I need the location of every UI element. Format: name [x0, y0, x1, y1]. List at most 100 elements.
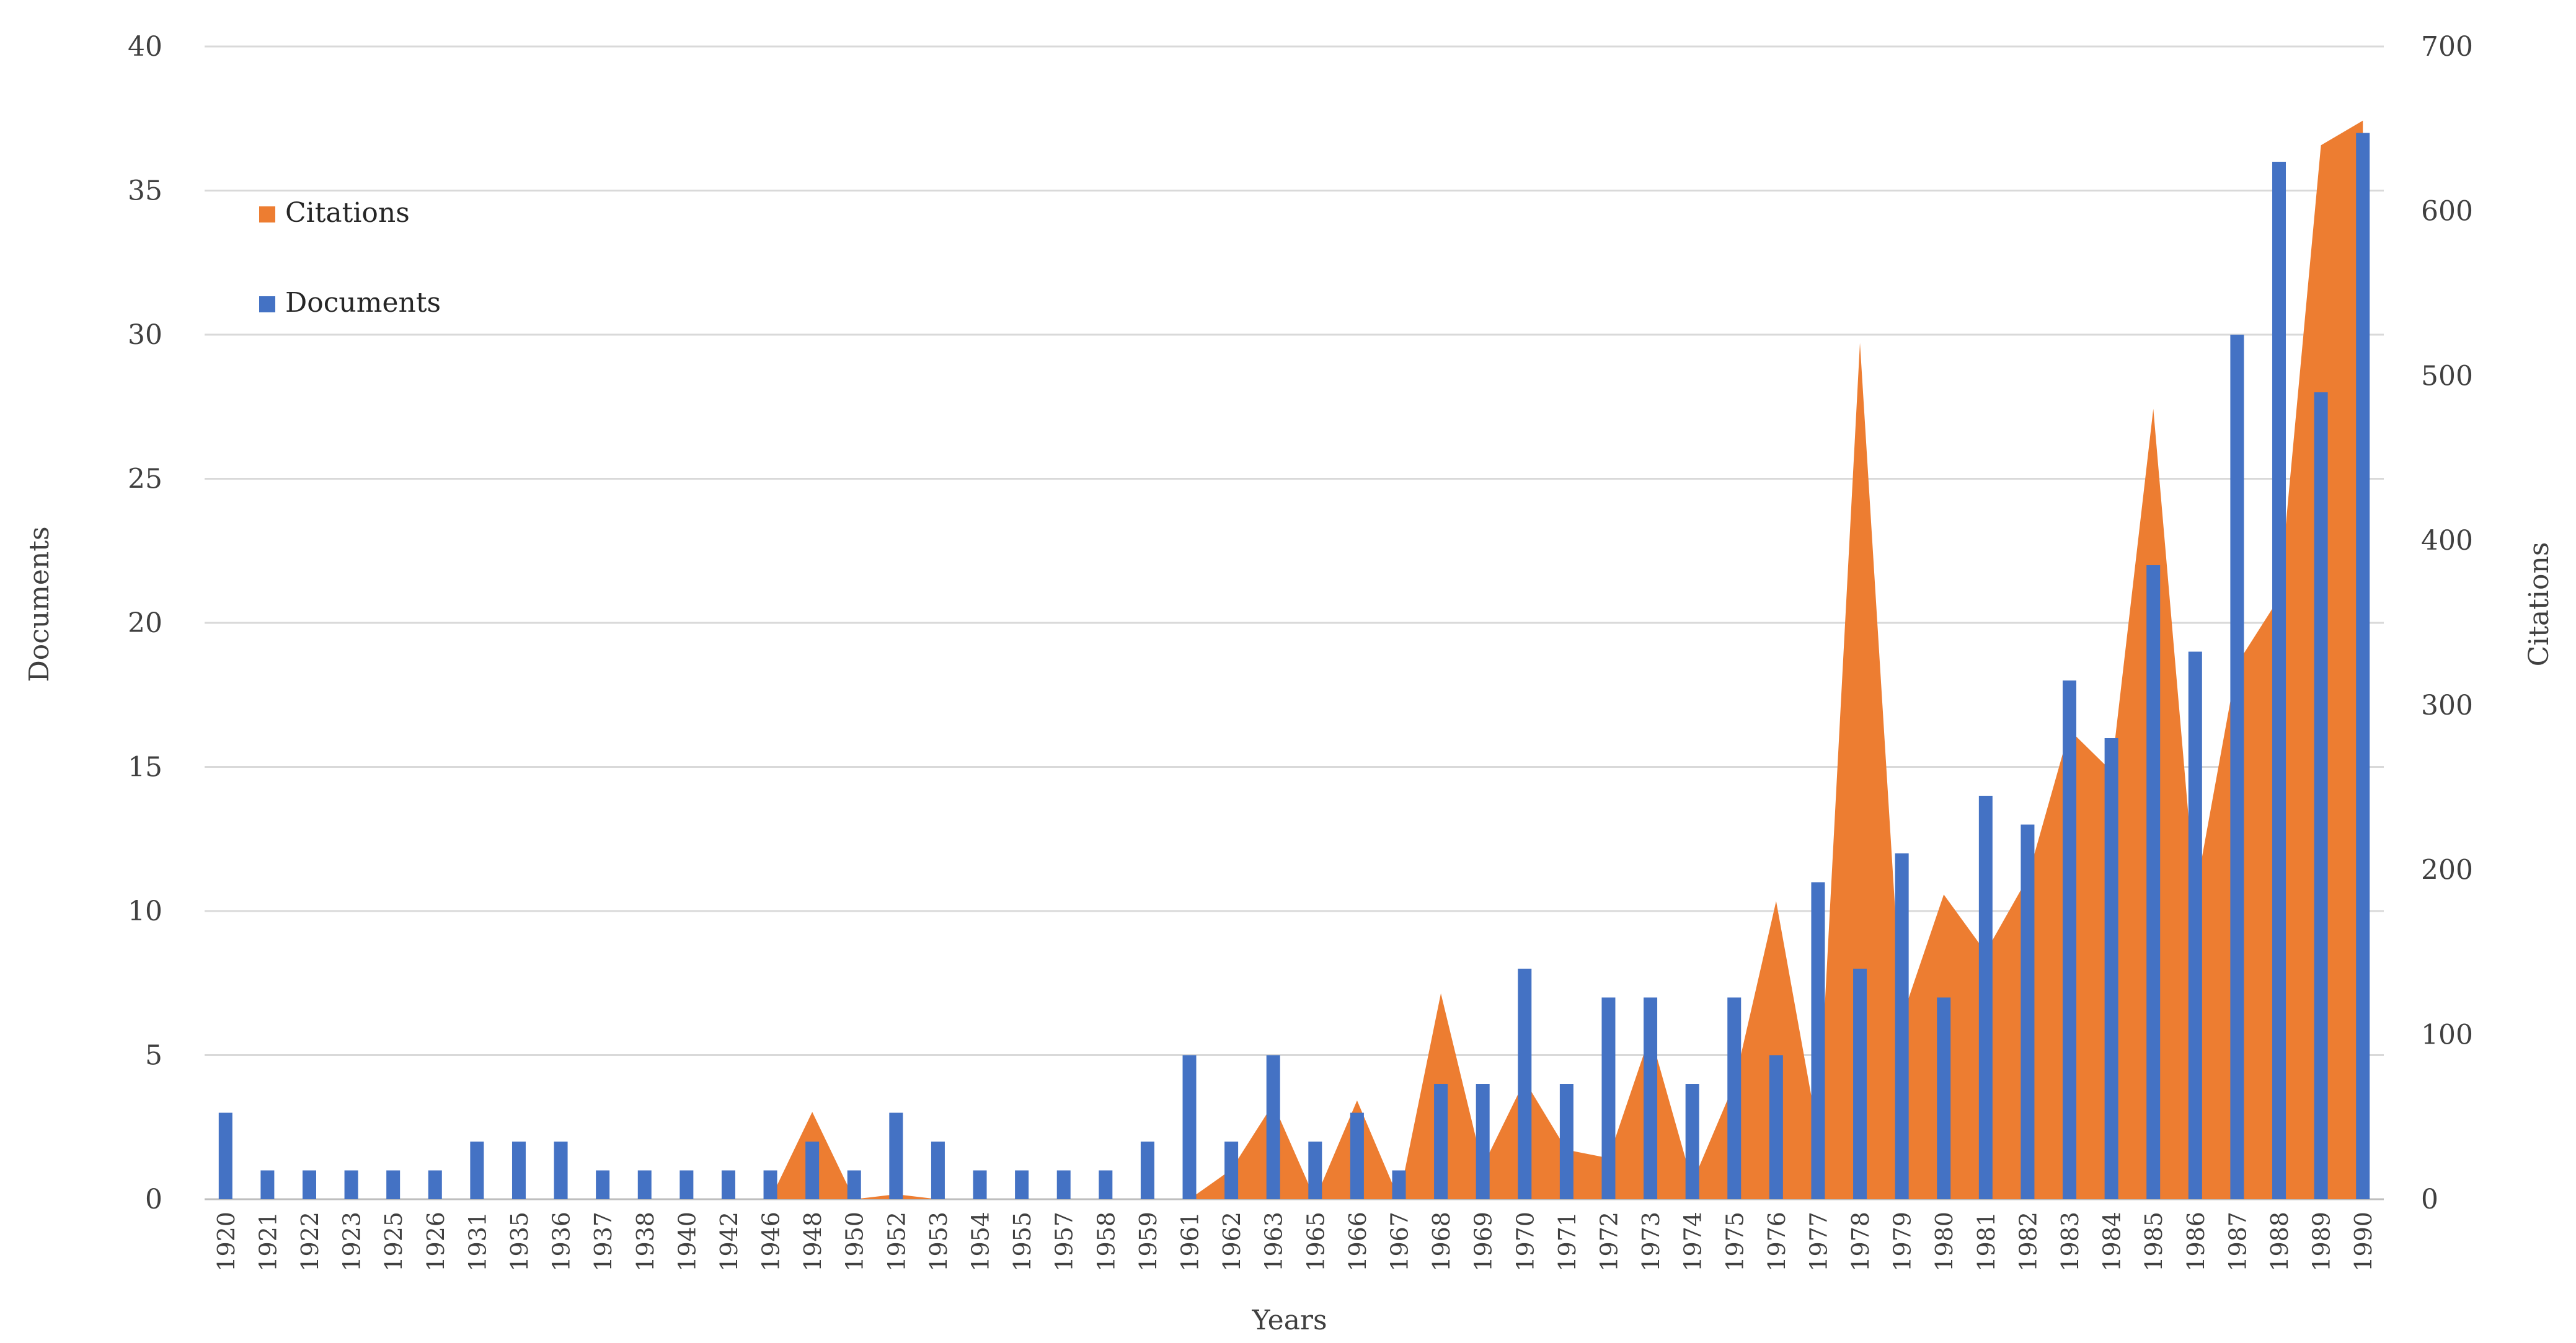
x-tick-label: 1952	[883, 1212, 910, 1272]
x-tick-label: 1955	[1009, 1212, 1036, 1272]
x-tick-label: 1959	[1135, 1212, 1162, 1272]
x-tick-label: 1975	[1721, 1212, 1748, 1272]
x-axis-ticks: 1920 1921 1922 1923 1925 1926 1931 1935 1936 1937…	[213, 1212, 2377, 1272]
documents-bar	[1937, 997, 1951, 1199]
citations-area-layer	[225, 120, 2363, 1200]
documents-bar	[1769, 1055, 1783, 1199]
y-tick-label: 20	[128, 607, 162, 639]
x-tick-label: 1970	[1512, 1212, 1539, 1272]
gridlines	[205, 45, 2384, 1200]
documents-bar	[1518, 969, 1532, 1199]
y-tick-label: 25	[128, 464, 162, 495]
y2-tick-label: 300	[2421, 690, 2473, 721]
right-axis-ticks: 0 100 200 300 400 500 600 700	[2421, 31, 2473, 1215]
x-tick-label: 1935	[506, 1212, 533, 1272]
documents-bar	[1182, 1055, 1197, 1199]
documents-bar	[1978, 796, 1993, 1199]
documents-bar	[1140, 1142, 1154, 1199]
documents-bar	[1895, 853, 1909, 1199]
documents-bar	[1644, 997, 1658, 1199]
y-tick-label: 15	[128, 752, 162, 783]
x-axis-title: Years	[1251, 1305, 1327, 1336]
documents-bar	[847, 1170, 861, 1199]
x-tick-label: 1969	[1470, 1212, 1497, 1272]
documents-bar	[1434, 1084, 1448, 1199]
x-tick-label: 1921	[254, 1212, 281, 1272]
x-tick-label: 1989	[2308, 1212, 2335, 1272]
documents-bar	[596, 1170, 610, 1199]
legend: Citations Documents	[259, 197, 441, 319]
x-tick-label: 1962	[1218, 1212, 1246, 1272]
documents-bar	[386, 1170, 401, 1199]
documents-bar	[805, 1142, 820, 1199]
documents-bar	[218, 1112, 232, 1199]
documents-bar	[763, 1170, 777, 1199]
documents-bar	[1015, 1170, 1029, 1199]
documents-bar	[2314, 392, 2328, 1199]
x-tick-label: 1990	[2350, 1212, 2377, 1272]
documents-bar	[2104, 738, 2118, 1199]
documents-bar	[973, 1170, 987, 1199]
documents-bar	[2356, 133, 2370, 1199]
y2-tick-label: 200	[2421, 855, 2473, 886]
documents-bar	[1224, 1142, 1239, 1199]
x-tick-label: 1961	[1177, 1212, 1204, 1272]
x-tick-label: 1925	[380, 1212, 407, 1272]
x-tick-label: 1988	[2266, 1212, 2293, 1272]
x-tick-label: 1948	[799, 1212, 826, 1272]
x-tick-label: 1978	[1847, 1212, 1874, 1272]
x-tick-label: 1922	[296, 1212, 324, 1272]
documents-bar	[1476, 1084, 1490, 1199]
documents-bar	[931, 1142, 945, 1199]
documents-bar	[2272, 162, 2286, 1199]
documents-bar	[1853, 969, 1867, 1199]
x-tick-label: 1981	[1973, 1212, 2000, 1272]
x-tick-label: 1979	[1889, 1212, 1916, 1272]
documents-bar	[260, 1170, 275, 1199]
documents-bar	[889, 1112, 903, 1199]
y-axis-title: Documents	[24, 526, 55, 682]
x-tick-label: 1972	[1595, 1212, 1622, 1272]
y2-tick-label: 600	[2421, 196, 2473, 227]
x-tick-label: 1963	[1260, 1212, 1288, 1272]
x-tick-label: 1982	[2014, 1212, 2042, 1272]
x-tick-label: 1937	[590, 1212, 617, 1272]
x-tick-label: 1958	[1092, 1212, 1120, 1272]
documents-bar	[1392, 1170, 1406, 1199]
documents-bar	[344, 1170, 358, 1199]
documents-bar	[1308, 1142, 1322, 1199]
y2-tick-label: 100	[2421, 1019, 2473, 1050]
x-tick-label: 1926	[422, 1212, 449, 1272]
y2-tick-label: 700	[2421, 31, 2473, 63]
x-tick-label: 1967	[1386, 1212, 1413, 1272]
x-tick-label: 1966	[1344, 1212, 1371, 1272]
documents-bar	[637, 1170, 652, 1199]
x-tick-label: 1977	[1805, 1212, 1832, 1272]
x-tick-label: 1920	[213, 1212, 240, 1272]
y2-axis-title: Citations	[2523, 542, 2555, 667]
documents-bar	[2230, 335, 2244, 1199]
y-tick-label: 40	[128, 31, 162, 63]
x-tick-label: 1973	[1637, 1212, 1665, 1272]
citations-area	[225, 120, 2363, 1200]
documents-bar	[2021, 824, 2035, 1199]
x-tick-label: 1954	[967, 1212, 994, 1272]
x-tick-label: 1965	[1302, 1212, 1329, 1272]
documents-bar	[1559, 1084, 1573, 1199]
documents-bar	[721, 1170, 735, 1199]
documents-bar	[1099, 1170, 1113, 1199]
documents-bar	[1727, 997, 1742, 1199]
documents-bar	[1601, 997, 1616, 1199]
left-axis-ticks: 0 5 10 15 20 25 30 35 40	[128, 31, 162, 1215]
documents-bar	[470, 1142, 484, 1199]
x-tick-label: 1971	[1554, 1212, 1581, 1272]
x-tick-label: 1931	[464, 1212, 491, 1272]
x-tick-label: 1950	[841, 1212, 869, 1272]
y-tick-label: 10	[128, 896, 162, 927]
y2-tick-label: 500	[2421, 360, 2473, 392]
x-tick-label: 1953	[925, 1212, 952, 1272]
y-tick-label: 0	[145, 1184, 162, 1215]
documents-bar	[511, 1142, 526, 1199]
x-tick-label: 1980	[1931, 1212, 1958, 1272]
x-tick-label: 1987	[2224, 1212, 2251, 1272]
